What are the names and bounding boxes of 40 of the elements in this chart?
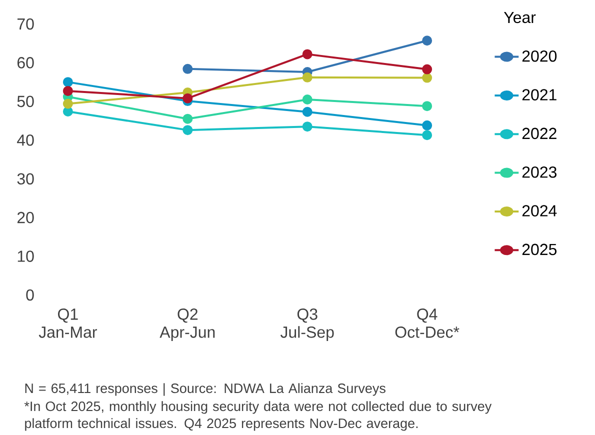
- point: [422, 36, 432, 46]
- point: [422, 64, 432, 74]
- legend-label: 2023: [522, 166, 556, 178]
- point: [182, 64, 193, 74]
- legend-title: Year: [504, 12, 536, 24]
- y-tick-label: 60: [17, 57, 34, 68]
- x-tick-label: Q3 Jul-Sep: [280, 308, 334, 342]
- y-tick-label: 50: [17, 96, 34, 108]
- legend-label: 2025: [522, 244, 557, 256]
- x-tick-label: Q1 Jan-Mar: [38, 308, 97, 338]
- text: N = 65,411 responses | Source: NDWA La Alianza Surveys: [25, 383, 386, 396]
- y-tick-label: 10: [18, 250, 34, 262]
- legend-label: 2021: [522, 89, 556, 100]
- point: [62, 98, 73, 109]
- point: [302, 122, 312, 132]
- point: [182, 114, 193, 124]
- point: [62, 106, 73, 116]
- y-tick-label: 40: [17, 134, 34, 146]
- point: [422, 101, 432, 112]
- y-tick-label: 0: [26, 289, 34, 301]
- point: [302, 94, 312, 104]
- point: [302, 106, 312, 117]
- point: [422, 72, 432, 83]
- legend-label: 2022: [522, 128, 556, 140]
- point: [422, 130, 432, 140]
- y-tick-label: 30: [17, 173, 34, 185]
- y-tick-label: 70: [17, 18, 34, 30]
- point: [182, 125, 193, 136]
- point: [302, 72, 312, 82]
- point: [62, 77, 73, 88]
- point: [62, 86, 73, 96]
- x-tick-label: Q2 Apr-Jun: [160, 308, 215, 342]
- point: [302, 49, 312, 60]
- x-tick-label: Q4 Oct-Dec*: [395, 308, 460, 338]
- y-tick-label: 20: [17, 212, 34, 224]
- point: [422, 120, 432, 130]
- legend-label: 2020: [522, 50, 557, 62]
- point: [182, 93, 193, 104]
- legend-label: 2024: [522, 205, 557, 216]
- text: *In Oct 2025, monthly housing security data were not collected due to survey platform technical issues. Q4 2025 represents Nov-Dec average.: [24, 401, 492, 431]
